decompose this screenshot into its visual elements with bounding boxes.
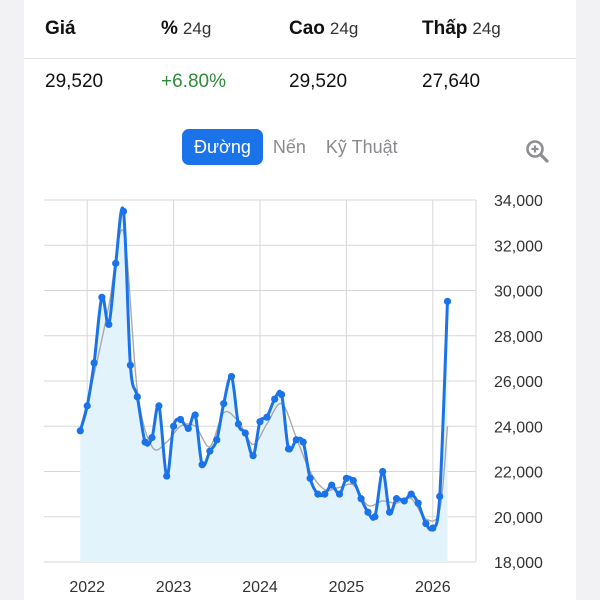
low-value: 27,640 bbox=[422, 70, 481, 92]
price-point bbox=[422, 519, 430, 528]
price-point bbox=[241, 429, 249, 437]
x-tick-label: 2023 bbox=[156, 579, 192, 596]
price-point bbox=[148, 433, 156, 442]
high-period: 24g bbox=[329, 19, 359, 38]
price-point bbox=[436, 492, 444, 500]
price-point bbox=[429, 524, 437, 532]
x-tick-label: 2024 bbox=[242, 579, 278, 596]
price-point bbox=[176, 415, 185, 424]
price-point bbox=[98, 293, 106, 301]
price-point bbox=[76, 427, 84, 435]
price-line bbox=[78, 206, 449, 532]
tab-candles[interactable]: Nến bbox=[272, 137, 306, 157]
y-tick-label: 20,000 bbox=[494, 510, 543, 527]
price-point bbox=[299, 438, 307, 446]
price-point bbox=[349, 476, 357, 485]
price-point bbox=[314, 490, 322, 498]
price-point bbox=[126, 361, 134, 369]
high-header: Cao 24g bbox=[289, 0, 358, 58]
price-label: Giá bbox=[45, 18, 76, 39]
price-point bbox=[155, 402, 163, 410]
price-point bbox=[112, 259, 120, 267]
price-point bbox=[321, 490, 329, 498]
y-tick-label: 22,000 bbox=[494, 465, 543, 482]
low-period: 24g bbox=[472, 19, 501, 38]
y-tick-label: 26,000 bbox=[494, 374, 543, 391]
smoothed-line bbox=[79, 229, 449, 522]
price-point bbox=[342, 474, 350, 482]
change-period: 24g bbox=[182, 19, 212, 38]
price-point bbox=[90, 359, 98, 367]
price-point bbox=[284, 445, 293, 453]
price-point bbox=[198, 461, 206, 469]
price-point bbox=[105, 320, 113, 329]
price-header: Giá bbox=[45, 0, 76, 58]
price-point bbox=[443, 297, 452, 305]
price-point bbox=[407, 490, 415, 498]
price-point bbox=[263, 413, 271, 421]
price-value: 29,520 bbox=[45, 70, 104, 92]
price-point bbox=[184, 424, 192, 433]
y-tick-label: 34,000 bbox=[494, 193, 543, 210]
x-tick-label: 2026 bbox=[415, 579, 451, 596]
price-point bbox=[386, 508, 394, 516]
change-header: % 24g bbox=[161, 0, 211, 58]
zoom-button[interactable] bbox=[524, 138, 550, 164]
change-value: +6.80% bbox=[161, 70, 226, 92]
price-point bbox=[271, 395, 279, 403]
price-point bbox=[163, 472, 171, 480]
price-point bbox=[170, 422, 178, 430]
price-point bbox=[220, 400, 228, 408]
x-tick-label: 2025 bbox=[329, 579, 365, 596]
price-point bbox=[83, 402, 91, 410]
price-point bbox=[278, 390, 286, 399]
change-label: % bbox=[161, 18, 178, 39]
price-point bbox=[213, 436, 221, 444]
low-header: Thấp 24g bbox=[422, 0, 501, 58]
price-area bbox=[80, 207, 448, 562]
price-point bbox=[379, 467, 387, 476]
stats-header-row: Giá % 24g Cao 24g Thấp 24g bbox=[24, 0, 576, 58]
price-point bbox=[328, 481, 336, 489]
price-point bbox=[141, 438, 149, 446]
price-point bbox=[119, 207, 128, 215]
price-point bbox=[249, 452, 257, 460]
x-tick-label: 2022 bbox=[69, 579, 105, 596]
tab-technical[interactable]: Kỹ Thuật bbox=[325, 137, 398, 157]
price-point bbox=[234, 420, 242, 428]
price-point bbox=[206, 447, 214, 455]
tab-line[interactable]: Đường bbox=[182, 129, 263, 165]
price-point bbox=[191, 411, 199, 419]
y-tick-label: 28,000 bbox=[494, 329, 543, 346]
price-point bbox=[371, 513, 379, 521]
price-point bbox=[292, 436, 300, 444]
stock-chart-panel: Giá % 24g Cao 24g Thấp 24g 29,520 +6.80%… bbox=[24, 0, 576, 600]
y-tick-label: 30,000 bbox=[494, 284, 543, 301]
high-value: 29,520 bbox=[289, 70, 348, 92]
price-point bbox=[357, 495, 365, 503]
price-point bbox=[364, 508, 372, 516]
y-tick-label: 32,000 bbox=[494, 238, 543, 255]
high-label: Cao bbox=[289, 18, 325, 39]
price-point bbox=[306, 474, 314, 482]
chart-type-tabs: Đường Nến Kỹ Thuật bbox=[182, 128, 408, 166]
y-tick-label: 18,000 bbox=[494, 555, 543, 572]
price-point bbox=[256, 418, 264, 426]
y-tick-label: 24,000 bbox=[494, 419, 543, 436]
price-point bbox=[227, 372, 236, 381]
price-point bbox=[400, 497, 408, 505]
price-point bbox=[133, 393, 141, 401]
stats-values-row: 29,520 +6.80% 29,520 27,640 bbox=[24, 58, 576, 104]
price-point bbox=[335, 490, 344, 498]
low-label: Thấp bbox=[422, 18, 468, 39]
price-point bbox=[414, 499, 422, 507]
zoom-in-icon bbox=[526, 140, 549, 163]
price-point bbox=[392, 495, 401, 503]
